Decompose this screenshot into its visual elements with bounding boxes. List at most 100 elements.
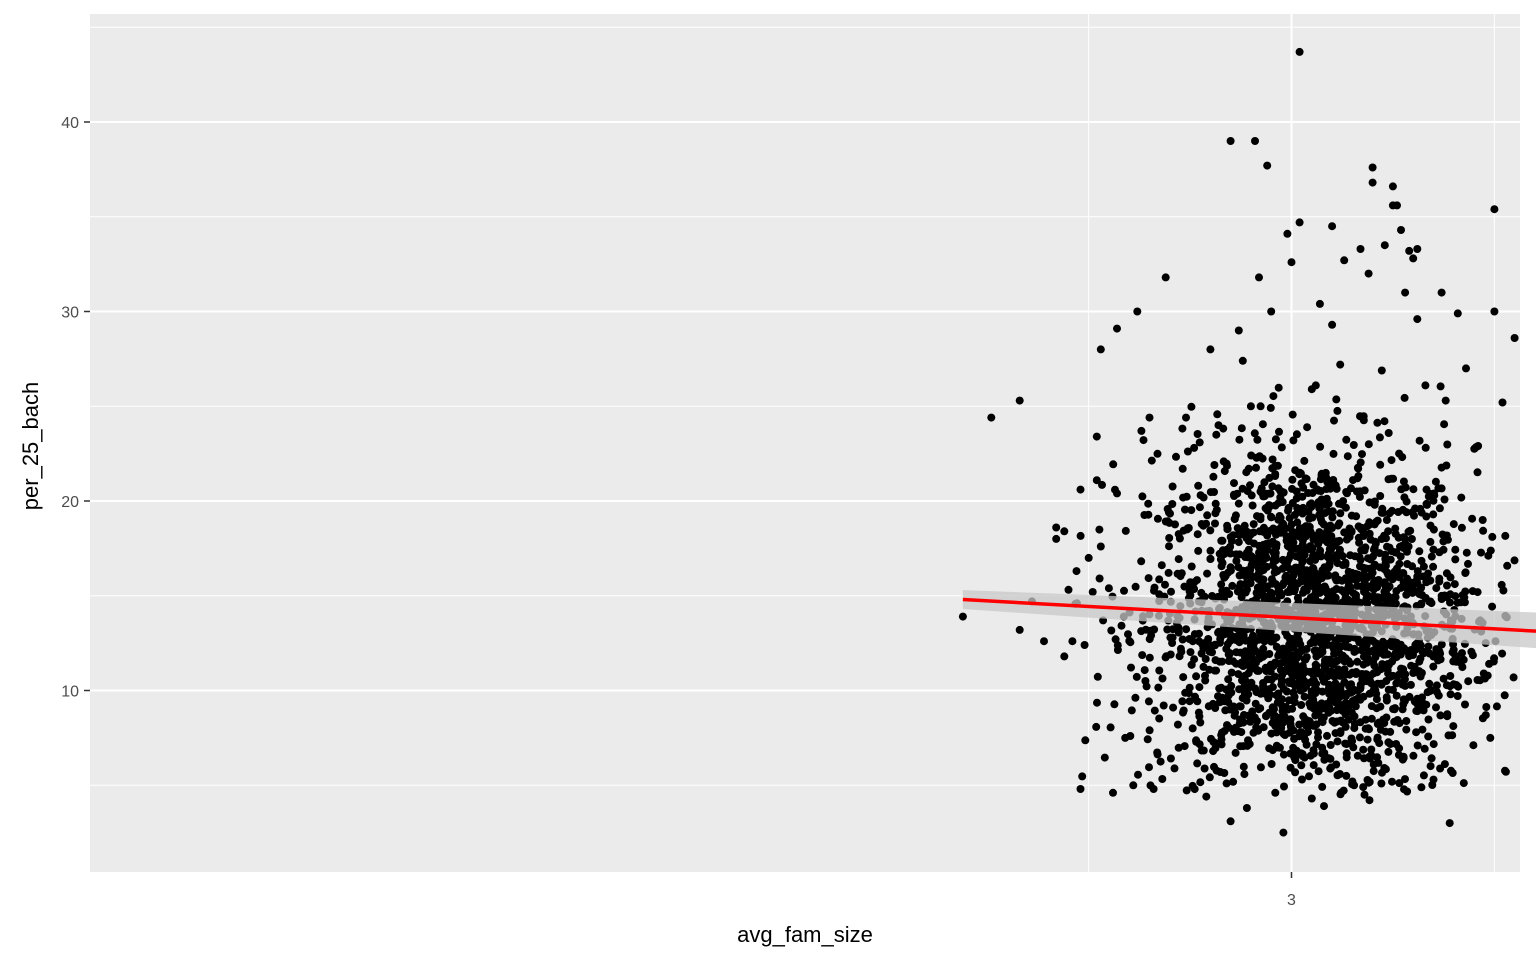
data-point — [1351, 593, 1360, 602]
data-point — [1318, 687, 1327, 696]
data-point — [1286, 719, 1295, 728]
data-point — [1510, 334, 1519, 342]
data-point — [1153, 748, 1162, 757]
data-point — [1501, 767, 1510, 776]
data-point — [1427, 754, 1436, 763]
data-point — [1342, 740, 1351, 748]
data-point — [1413, 315, 1422, 324]
data-point — [1211, 704, 1220, 712]
y-tick-label: 20 — [61, 494, 79, 511]
data-point — [1332, 538, 1341, 547]
data-point — [1249, 642, 1258, 651]
data-point — [1359, 660, 1368, 669]
data-point — [1174, 743, 1183, 752]
data-point — [1451, 545, 1460, 554]
data-point — [1279, 750, 1288, 759]
data-point — [1242, 468, 1251, 477]
data-point — [1413, 741, 1422, 750]
data-point — [1291, 756, 1300, 765]
data-point — [1377, 366, 1386, 375]
data-point — [1232, 659, 1241, 668]
data-point — [1419, 771, 1428, 780]
data-point — [1239, 631, 1248, 640]
data-point — [1384, 475, 1393, 484]
data-point — [1380, 241, 1389, 250]
data-point — [1500, 691, 1509, 700]
data-point — [1447, 766, 1455, 775]
data-point — [1391, 529, 1400, 538]
data-point — [1117, 621, 1126, 630]
data-point — [1402, 725, 1411, 734]
data-point — [1377, 679, 1386, 688]
data-point — [1490, 205, 1499, 214]
data-point — [1281, 731, 1289, 739]
data-point — [1309, 480, 1318, 489]
data-point — [1137, 557, 1146, 566]
data-point — [1249, 520, 1258, 529]
data-point — [1445, 819, 1454, 828]
data-point — [1190, 584, 1198, 593]
data-point — [1336, 686, 1345, 695]
data-point — [1072, 567, 1081, 576]
data-point — [1254, 705, 1263, 714]
data-point — [1344, 583, 1353, 592]
data-point — [1193, 759, 1202, 768]
data-point — [1278, 695, 1286, 704]
data-point — [1333, 406, 1342, 415]
data-point — [1356, 458, 1365, 467]
data-point — [1356, 487, 1365, 496]
data-point — [1121, 526, 1130, 535]
data-point — [1321, 664, 1330, 672]
data-point — [1093, 698, 1101, 707]
data-point — [1247, 491, 1256, 500]
data-point — [1137, 426, 1146, 435]
data-point — [1267, 729, 1276, 738]
data-point — [1415, 436, 1424, 445]
data-point — [1330, 416, 1338, 425]
data-point — [1138, 492, 1147, 501]
data-point — [1173, 720, 1182, 729]
data-point — [1384, 660, 1393, 669]
data-point — [1203, 511, 1212, 520]
data-point — [1333, 656, 1342, 665]
data-point — [1264, 694, 1273, 703]
data-point — [1233, 524, 1242, 533]
data-point — [1236, 648, 1245, 657]
data-point — [1462, 548, 1471, 557]
data-point — [1178, 424, 1187, 433]
data-point — [1399, 582, 1408, 591]
data-point — [1178, 635, 1187, 644]
data-point — [1457, 493, 1466, 502]
data-point — [1352, 512, 1361, 521]
data-point — [1339, 786, 1348, 795]
data-point — [1125, 636, 1134, 645]
data-point — [1076, 485, 1085, 494]
data-point — [1143, 735, 1152, 744]
data-point — [1286, 763, 1295, 772]
data-point — [1383, 568, 1392, 577]
data-point — [1299, 669, 1308, 678]
data-point — [1040, 637, 1048, 646]
data-point — [1326, 741, 1335, 749]
data-point — [1206, 642, 1215, 651]
data-point — [1395, 779, 1404, 788]
data-point — [1272, 743, 1281, 752]
data-point — [1104, 584, 1113, 593]
data-point — [1314, 767, 1323, 776]
data-point — [1164, 568, 1173, 577]
data-point — [1263, 675, 1272, 684]
data-point — [1352, 646, 1360, 655]
data-point — [1247, 678, 1256, 687]
data-point — [1424, 715, 1433, 724]
data-point — [1252, 688, 1261, 697]
data-point — [1100, 753, 1109, 762]
data-point — [1356, 695, 1365, 704]
data-point — [1486, 733, 1495, 742]
data-point — [1477, 548, 1485, 557]
data-point — [1316, 546, 1325, 555]
data-point — [1168, 639, 1177, 647]
data-point — [1157, 561, 1166, 570]
data-point — [1492, 702, 1501, 711]
data-point — [1303, 423, 1312, 432]
